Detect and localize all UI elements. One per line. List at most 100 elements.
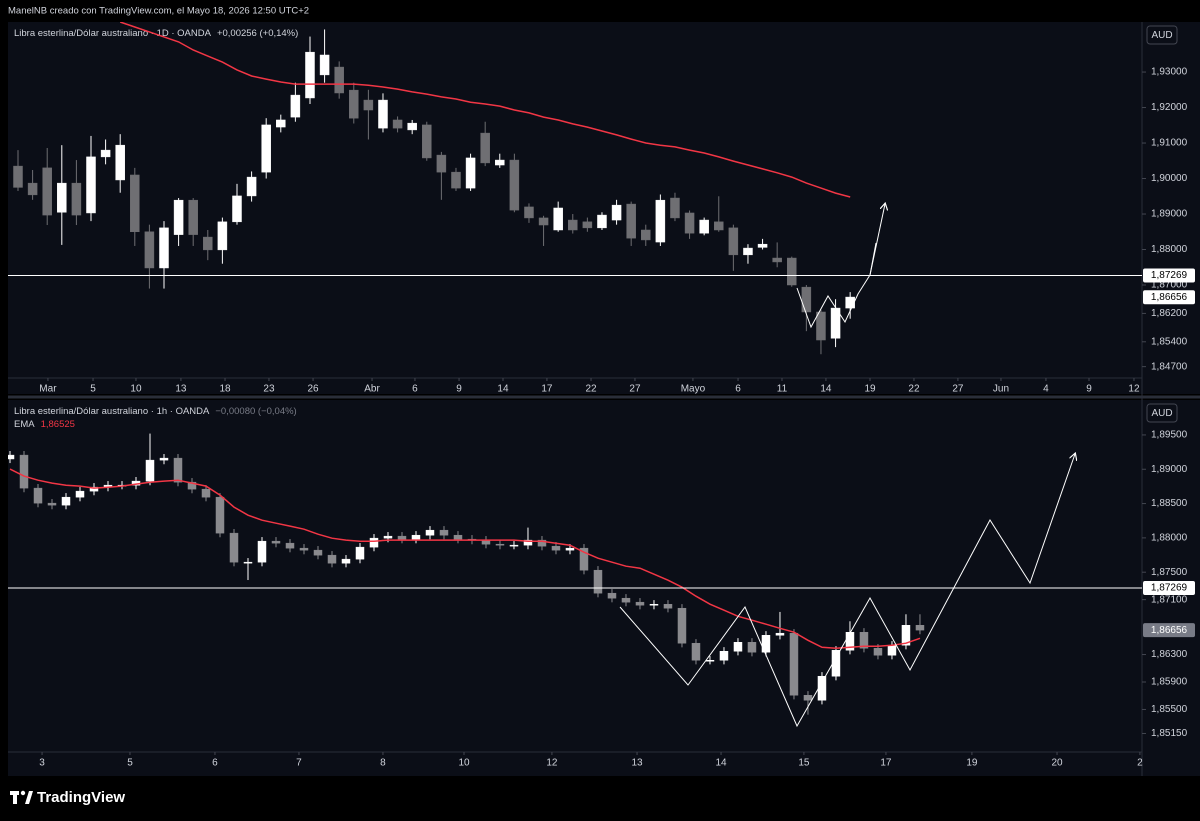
y-tick-label: 1,85500: [1151, 704, 1188, 715]
candle-body: [551, 545, 561, 551]
x-tick-label: Mayo: [681, 384, 706, 395]
candle-body: [290, 94, 301, 118]
drawing-arrow: [619, 454, 1075, 728]
currency[interactable]: AUD: [1151, 30, 1172, 41]
logo-mark: [13, 791, 17, 804]
candle-body: [641, 229, 651, 241]
candle-body: [246, 176, 257, 197]
x-tick-label: 19: [966, 758, 978, 769]
candle-body: [699, 219, 709, 234]
candle-body: [188, 199, 198, 235]
x-tick-label: 8: [380, 758, 386, 769]
x-tick-label: 15: [798, 758, 810, 769]
y-tick-label: 1,90000: [1151, 173, 1188, 184]
candle-body: [801, 286, 812, 313]
x-tick-label: 6: [735, 384, 741, 395]
y-tick-label: 1,89500: [1151, 430, 1188, 441]
y-tick-label: 1,86300: [1151, 649, 1188, 660]
candle-body: [451, 171, 461, 189]
x-tick-label: Abr: [364, 384, 380, 395]
last-price-label: 1,86656: [1151, 625, 1188, 636]
price-change: +0,00256 (+0,14%): [217, 28, 298, 39]
moving-average: [119, 22, 851, 198]
x-tick-label: 10: [458, 758, 470, 769]
candle-body: [232, 195, 242, 223]
candle-body: [8, 454, 15, 460]
candle-body: [363, 99, 374, 111]
currency[interactable]: AUD: [1151, 408, 1172, 419]
y-tick-label: 1,85400: [1151, 336, 1188, 347]
x-tick-label: 23: [263, 384, 275, 395]
x-tick-label: 13: [175, 384, 187, 395]
x-tick-label: 19: [864, 384, 876, 395]
currency-box[interactable]: [1146, 25, 1178, 45]
y-tick-label: 1,87500: [1151, 567, 1188, 578]
candle-body: [509, 544, 519, 547]
plot-top: [13, 22, 855, 355]
candle-body: [915, 624, 925, 631]
y-tick-label: 1,88000: [1151, 533, 1188, 544]
candle-body: [579, 547, 589, 571]
panel-top: [8, 22, 1200, 394]
x-tick-label: 18: [219, 384, 231, 395]
candle-body: [453, 534, 463, 540]
candle-body: [789, 632, 799, 696]
candle-body: [305, 51, 315, 99]
candle-body: [397, 535, 407, 540]
indicator-value: 1,86525: [41, 419, 75, 430]
x-tick-label: 12: [546, 758, 558, 769]
currency-box[interactable]: [1146, 403, 1178, 423]
candle-body: [635, 601, 645, 606]
x-tick-label: 27: [952, 384, 964, 395]
candle-body: [439, 529, 449, 536]
x-tick-label: 6: [212, 758, 218, 769]
candle-body: [465, 157, 476, 189]
candle-body: [831, 649, 841, 677]
header: ManelNB creado con TradingView.com, el M…: [8, 6, 309, 17]
drawing-arrow: [869, 204, 885, 276]
candle-body: [761, 635, 771, 653]
candle-body: [565, 547, 575, 551]
y-tick-label: 1,88500: [1151, 498, 1188, 509]
candle-body: [313, 549, 323, 556]
candle-body: [173, 199, 184, 235]
candle-body: [743, 247, 753, 256]
candle-body: [436, 154, 447, 173]
candle-body: [611, 204, 622, 221]
last-price-label: 1,86656: [1151, 292, 1188, 303]
candle-body: [271, 540, 281, 544]
candle-body: [480, 132, 490, 164]
candle-body: [327, 554, 337, 564]
x-tick-label: 7: [296, 758, 302, 769]
x-tick-label: 22: [585, 384, 597, 395]
y-tick-label: 1,87100: [1151, 594, 1188, 605]
candle-body: [649, 603, 659, 606]
candle-body: [57, 182, 67, 213]
candle-body: [422, 124, 432, 159]
candle-body: [817, 675, 827, 701]
y-tick-label: 1,91000: [1151, 138, 1188, 149]
candle-body: [901, 624, 911, 646]
candle-body: [159, 457, 169, 461]
candle-body: [75, 490, 85, 498]
candle-body: [71, 182, 82, 216]
candle-body: [537, 539, 547, 547]
candle-body: [355, 546, 365, 560]
x-tick-label: 6: [412, 384, 418, 395]
level-label: 1,87269: [1151, 270, 1188, 281]
x-tick-label: Jun: [993, 384, 1009, 395]
candle-body: [803, 694, 813, 701]
candle-body: [42, 167, 52, 216]
candle-body: [425, 529, 435, 536]
candle-body: [626, 203, 636, 239]
x-tick-label: 14: [497, 384, 509, 395]
candle-body: [369, 537, 379, 548]
panel-title: Libra esterlina/Dólar australiano · 1h ·…: [14, 406, 297, 417]
x-tick-label: 12: [1128, 384, 1140, 395]
candle-body: [243, 561, 253, 564]
y-tick-label: 1,85900: [1151, 677, 1188, 688]
y-tick-label: 1,89000: [1151, 464, 1188, 475]
candle-body: [757, 243, 768, 248]
candle-body: [691, 642, 701, 661]
